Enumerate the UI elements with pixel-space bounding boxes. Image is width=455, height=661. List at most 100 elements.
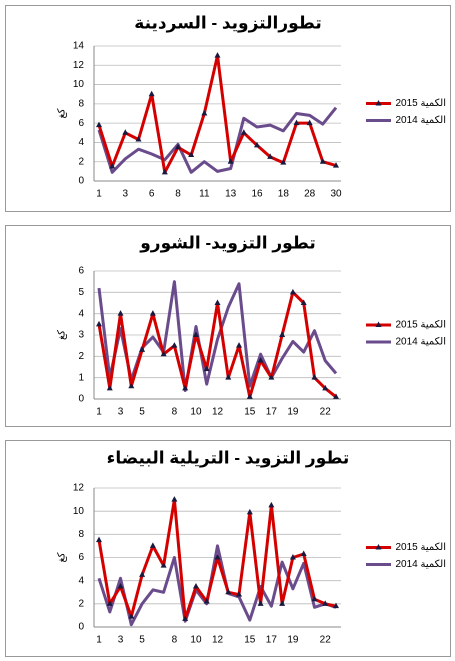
x-tick-label: 16	[251, 189, 263, 200]
point-marker	[171, 342, 178, 348]
point-marker	[306, 119, 313, 126]
x-tick-label: 15	[244, 407, 256, 418]
point-marker	[109, 163, 116, 169]
x-tick-label: 8	[175, 189, 181, 200]
x-tick-label: 18	[278, 189, 290, 200]
point-marker	[322, 600, 329, 606]
chart-title: تطور التزويد - التريلية البيضاء	[107, 448, 350, 468]
y-tick-label: 0	[78, 394, 84, 405]
y-tick-label: 2	[78, 156, 84, 167]
point-marker	[182, 615, 189, 621]
y-axis-title: كغ	[57, 108, 68, 118]
point-marker	[289, 288, 296, 295]
point-marker	[289, 554, 296, 560]
y-tick-label: 12	[73, 60, 85, 71]
point-marker	[257, 600, 264, 606]
x-tick-label: 6	[149, 189, 155, 200]
y-tick-label: 2	[78, 351, 84, 362]
point-marker	[311, 595, 318, 602]
point-marker	[122, 129, 129, 135]
x-tick-label: 28	[304, 189, 316, 200]
legend-marker	[375, 321, 382, 327]
point-marker	[188, 151, 195, 157]
point-marker	[279, 600, 286, 606]
legend-marker	[375, 544, 382, 550]
point-marker	[171, 496, 178, 502]
y-tick-label: 4	[78, 137, 84, 148]
point-marker	[175, 143, 181, 150]
y-axis-title: كغ	[57, 330, 68, 340]
y-tick-label: 5	[78, 287, 84, 298]
y-tick-label: 6	[78, 266, 84, 277]
x-tick-label: 12	[212, 635, 224, 646]
y-tick-label: 4	[78, 308, 84, 319]
point-marker	[300, 550, 307, 557]
x-tick-label: 17	[266, 407, 278, 418]
chart-title: تطور التزويد- الشورو	[139, 233, 316, 253]
point-marker	[203, 365, 210, 372]
y-axis-title: كغ	[57, 552, 68, 562]
y-tick-label: 10	[73, 506, 85, 517]
y-tick-label: 3	[78, 330, 84, 341]
point-marker	[236, 342, 243, 348]
y-tick-label: 6	[78, 552, 84, 563]
x-tick-label: 5	[139, 407, 145, 418]
point-marker	[128, 382, 135, 389]
y-tick-label: 0	[78, 622, 84, 633]
legend-label: الكمية 2014	[395, 115, 446, 126]
x-tick-label: 13	[225, 189, 237, 200]
point-marker	[160, 350, 167, 357]
x-tick-label: 1	[96, 635, 102, 646]
y-tick-label: 0	[78, 176, 84, 187]
point-marker	[257, 357, 264, 363]
point-marker	[319, 158, 326, 164]
x-tick-label: 1	[96, 407, 102, 418]
x-tick-label: 5	[139, 635, 145, 646]
point-marker	[96, 121, 102, 128]
point-marker	[106, 384, 113, 391]
x-tick-label: 17	[266, 635, 278, 646]
y-tick-label: 14	[73, 41, 85, 52]
x-tick-label: 19	[287, 407, 299, 418]
x-tick-label: 1	[96, 189, 102, 200]
point-marker	[203, 598, 210, 604]
y-tick-label: 2	[78, 598, 84, 609]
x-tick-label: 8	[172, 635, 178, 646]
legend-label: الكمية 2014	[395, 559, 446, 570]
point-marker	[96, 320, 102, 327]
y-tick-label: 12	[73, 483, 85, 494]
legend-marker	[375, 100, 382, 106]
chart-panel: تطور التزويد - التريلية البيضاء 0 2 4 6 8 10 12…	[5, 440, 451, 657]
point-marker	[246, 393, 253, 399]
x-tick-label: 8	[172, 407, 178, 418]
point-marker	[214, 52, 221, 58]
point-marker	[117, 582, 124, 589]
chart-panel: تطورالتزويد - السردينة 0 2 4 6 8 10 12 14 كغ 1 3 6 8 1…	[5, 5, 451, 212]
y-tick-label: 8	[78, 529, 84, 540]
point-marker	[128, 613, 135, 619]
x-tick-label: 3	[118, 407, 124, 418]
legend-label: الكمية 2015	[395, 320, 446, 331]
point-marker	[322, 384, 329, 391]
point-marker	[160, 562, 167, 568]
x-tick-label: 3	[118, 635, 124, 646]
series-line	[97, 544, 337, 627]
legend-label: الكمية 2015	[395, 542, 446, 553]
x-tick-label: 22	[320, 635, 332, 646]
point-marker	[333, 162, 339, 168]
point-marker	[280, 159, 287, 165]
point-marker	[106, 600, 113, 606]
point-marker	[117, 310, 124, 316]
point-marker	[201, 110, 208, 116]
point-marker	[139, 571, 146, 577]
point-marker	[240, 129, 247, 135]
y-tick-label: 6	[78, 118, 84, 129]
point-marker	[293, 119, 300, 126]
x-tick-label: 12	[212, 407, 224, 418]
point-marker	[267, 153, 274, 159]
point-marker	[161, 168, 168, 175]
x-tick-label: 11	[199, 189, 210, 200]
point-marker	[246, 508, 253, 515]
x-tick-label: 15	[244, 635, 256, 646]
